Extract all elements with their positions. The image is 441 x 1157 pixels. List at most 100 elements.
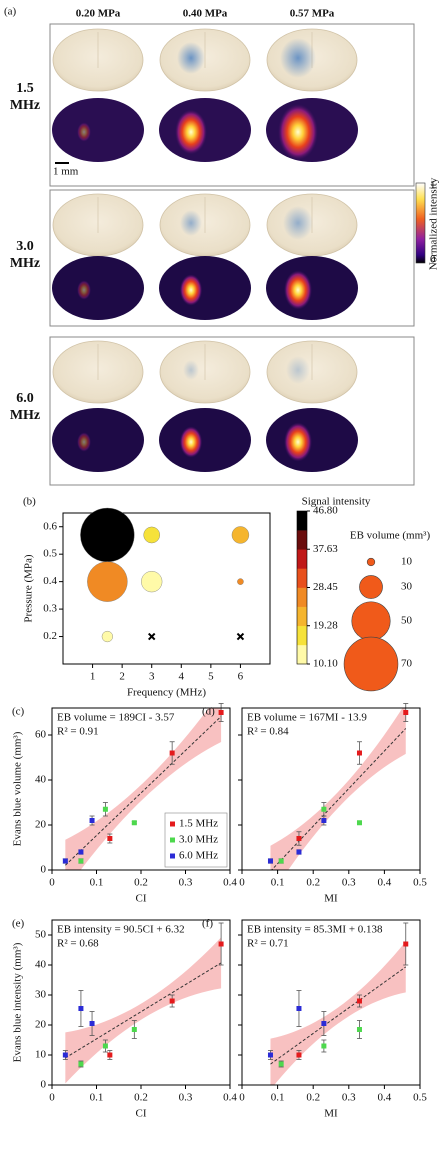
x-tick-label: 0.3 [342, 877, 356, 889]
bubble [101, 630, 113, 643]
confidence-band [270, 941, 406, 1085]
size-legend-label: 70 [401, 658, 413, 670]
y-axis-label: Evans blue intensity (mm³) [12, 942, 24, 1062]
legend-label: 3.0 MHz [179, 834, 218, 846]
x-axis-label: MI [324, 1108, 338, 1120]
y-tick-label: 0.3 [43, 603, 57, 615]
fit-line [270, 966, 407, 1065]
colorbar [415, 182, 426, 264]
column-header: 0.20 MPa [76, 8, 121, 20]
x-tick-label: 0.1 [271, 877, 285, 889]
colorbar-band [297, 606, 307, 627]
point [296, 849, 302, 855]
hotspot [77, 432, 91, 452]
point [356, 1027, 362, 1032]
size-legend-title: EB volume (mm³) [350, 530, 431, 542]
point [131, 1027, 137, 1032]
fit-r2: R² = 0.84 [247, 726, 289, 738]
size-legend-bubble [351, 601, 391, 641]
x-tick-label: 0.4 [223, 1092, 237, 1104]
dye-tint [280, 38, 316, 78]
point [296, 836, 302, 841]
x-tick-label: 0.4 [223, 877, 237, 889]
x-tick-label: 0.1 [90, 1092, 104, 1104]
point [218, 941, 224, 947]
y-tick-label: 10 [35, 1049, 47, 1061]
point [278, 1061, 284, 1067]
hotspot [284, 422, 312, 462]
x-tick-label: 0.2 [306, 1092, 320, 1104]
fit-equation: EB intensity = 90.5CI + 6.32 [57, 924, 185, 936]
panel-label: (f) [202, 918, 213, 930]
brain-fluorescence [266, 256, 358, 320]
column-header: 0.57 MPa [290, 8, 335, 20]
x-tick-label: 2 [119, 671, 125, 683]
point [278, 858, 284, 864]
x-tick-label: 0.4 [378, 1092, 392, 1104]
plot-area [65, 708, 222, 870]
colorbar-band [297, 549, 307, 569]
hotspot [179, 426, 203, 458]
hotspot [77, 280, 91, 300]
fit-line [65, 716, 222, 866]
point [218, 710, 224, 715]
dye-tint [180, 210, 202, 236]
y-tick-label: 0 [41, 864, 47, 876]
point [403, 941, 409, 947]
fit-equation: EB volume = 167MI - 13.9 [247, 712, 367, 724]
point [89, 818, 95, 823]
plot-area [270, 708, 407, 870]
colorbar-band [297, 587, 307, 607]
colorbar-max: 1 [430, 180, 436, 192]
panel-frame [49, 23, 415, 187]
fit-r2: R² = 0.71 [247, 938, 289, 950]
y-tick-label: 50 [35, 929, 47, 941]
point [131, 820, 137, 826]
y-tick-label: 0.4 [43, 575, 57, 587]
y-tick-label: 0.5 [43, 548, 57, 560]
colorbar-tick-label: 10.10 [313, 658, 338, 670]
x-tick-label: 0.2 [306, 877, 320, 889]
point [62, 1052, 68, 1058]
size-legend-bubble [343, 636, 399, 692]
brain-fluorescence [159, 256, 251, 320]
point [102, 1043, 108, 1049]
colorbar-title: Signal intensity [302, 496, 371, 508]
plot-frame [241, 919, 421, 1086]
bubble [80, 507, 135, 563]
row-label: 6.0 MHz [9, 391, 41, 423]
size-legend-label: 50 [401, 615, 413, 627]
x-tick-label: 0.3 [342, 1092, 356, 1104]
fit-r2: R² = 0.68 [57, 938, 99, 950]
x-tick-label: 0.3 [179, 877, 193, 889]
point [78, 858, 84, 864]
y-tick-label: 0 [41, 1079, 47, 1091]
point [403, 710, 409, 715]
x-axis-label: Frequency (MHz) [127, 687, 206, 699]
x-tick-label: 4 [179, 671, 185, 683]
bubble [87, 561, 128, 602]
point [321, 818, 327, 823]
x-tick-label: 0.3 [179, 1092, 193, 1104]
point [107, 836, 113, 841]
point [356, 820, 362, 826]
brain-fluorescence [52, 408, 144, 472]
colorbar-tick-label: 19.28 [313, 619, 338, 631]
hotspot [284, 270, 312, 310]
x-tick-label: 0 [49, 877, 55, 889]
x-tick-label: 6 [238, 671, 244, 683]
panel-frame [49, 189, 415, 327]
y-axis-label: Pressure (MPa) [23, 554, 35, 622]
y-tick-label: 40 [35, 959, 47, 971]
x-tick-label: 0.5 [413, 877, 427, 889]
legend-box [164, 812, 228, 868]
size-legend-label: 10 [401, 556, 413, 568]
dye-tint [183, 360, 199, 380]
colorbar-band [297, 530, 307, 550]
size-legend-bubble [366, 557, 376, 567]
hotspot [278, 104, 318, 160]
y-tick-label: 60 [35, 729, 47, 741]
x-tick-label: 3 [149, 671, 155, 683]
x-tick-label: 0 [239, 877, 245, 889]
colorbar-band [297, 568, 307, 588]
